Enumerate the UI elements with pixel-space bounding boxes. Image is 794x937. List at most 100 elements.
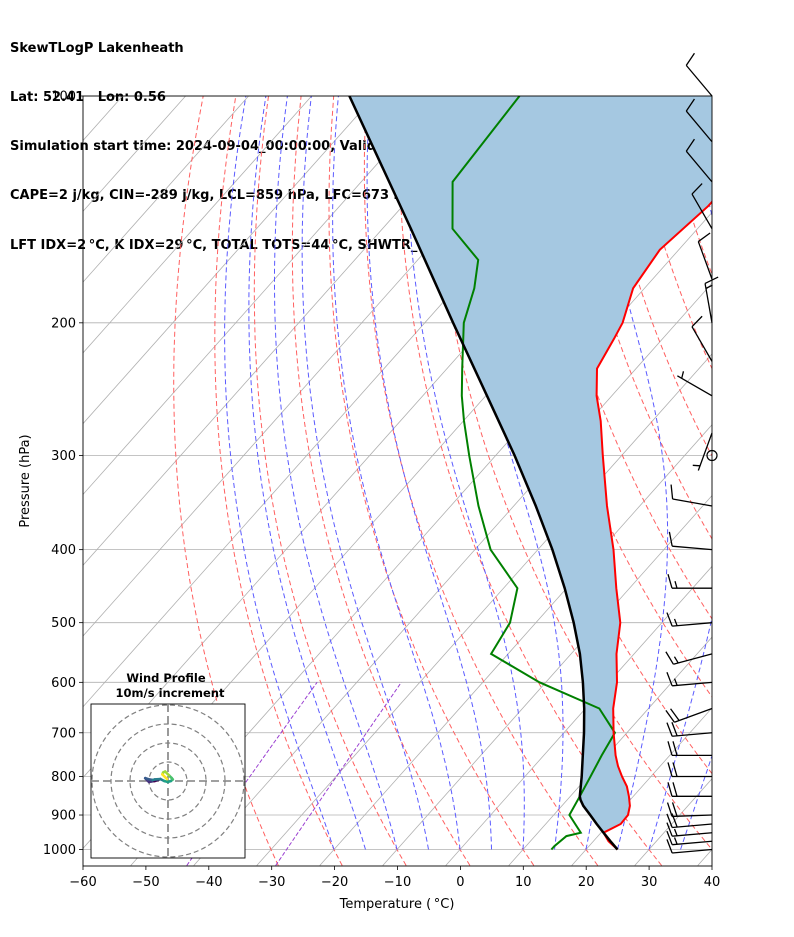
wind-barb	[665, 651, 713, 665]
moist-adiabat	[248, 96, 366, 850]
wind-barb	[691, 315, 713, 362]
moist-adiabat	[648, 96, 712, 850]
wind-barb	[666, 722, 713, 737]
wind-barb	[697, 232, 713, 280]
wind-barb	[665, 707, 713, 723]
moist-adiabat	[366, 96, 492, 850]
dry-adiabat	[253, 96, 407, 866]
moist-adiabat	[406, 96, 525, 850]
station-title: SkewTLogP Lakenheath	[10, 40, 184, 56]
wind-barb	[666, 671, 713, 687]
y-tick-label: 100	[51, 90, 76, 105]
moist-adiabat	[453, 96, 564, 850]
wind-barb	[666, 839, 713, 854]
wind-barb	[677, 371, 713, 397]
hodograph-subtitle: 10m/s increment	[116, 686, 225, 700]
x-tick-label: 10	[515, 875, 532, 890]
isotherm-line	[508, 636, 712, 866]
wind-barb	[667, 741, 712, 757]
x-tick-label: −20	[321, 875, 348, 890]
parcel-line	[348, 96, 619, 851]
dry-adiabat	[594, 96, 712, 457]
wind-barb	[666, 830, 713, 846]
wind-barb	[685, 98, 713, 143]
hodograph-ring	[91, 704, 245, 858]
moist-adiabat	[224, 96, 335, 850]
wind-barb	[685, 52, 713, 97]
cape-area-layer	[349, 96, 712, 850]
isotherm-line	[319, 424, 712, 866]
dry-adiabat	[291, 96, 471, 866]
isotherm-line	[83, 96, 375, 425]
wind-barb	[666, 813, 713, 829]
y-tick-label: 500	[51, 616, 76, 631]
x-tick-label: 30	[641, 875, 658, 890]
wind-barb	[692, 432, 713, 471]
isotherm-line	[83, 96, 312, 354]
wind-barb	[691, 183, 713, 230]
wind-barb	[668, 531, 713, 551]
dry-adiabat	[214, 96, 343, 866]
wind-barb	[685, 138, 713, 183]
y-axis-label: Pressure (hPa)	[18, 434, 33, 527]
x-tick-label: −60	[69, 875, 96, 890]
hodograph: Wind Profile 10m/s increment	[90, 671, 246, 859]
moist-adiabat	[301, 96, 429, 850]
y-tick-label: 200	[51, 316, 76, 331]
wind-barb	[667, 762, 712, 778]
x-tick-label: 40	[704, 875, 721, 890]
profile-layer	[348, 96, 712, 851]
x-ticks: −60 −50 −40 −30 −20 −10 0 10 20 30 40	[69, 866, 720, 890]
y-tick-label: 400	[51, 543, 76, 558]
dry-adiabat	[692, 96, 712, 171]
wind-barb	[706, 449, 718, 462]
x-tick-label: 0	[456, 875, 464, 890]
y-tick-label: 700	[51, 726, 76, 741]
x-tick-label: −40	[195, 875, 222, 890]
wind-barb	[666, 802, 713, 818]
moist-adiabat	[332, 96, 461, 850]
moist-adiabat	[711, 848, 712, 850]
wind-barb	[666, 612, 713, 627]
wind-barb	[670, 484, 713, 507]
x-tick-label: −50	[132, 875, 159, 890]
y-tick-label: 600	[51, 676, 76, 691]
isotherm-line	[83, 96, 249, 283]
temperature-line	[595, 200, 712, 851]
y-ticks: 100 200 300 400 500 600 700 800 900 1000	[43, 90, 83, 858]
wind-barb	[667, 782, 712, 797]
isotherm-line	[761, 96, 794, 865]
isotherm-line	[83, 96, 438, 496]
isotherm-line	[382, 494, 712, 866]
wind-barb	[667, 574, 712, 589]
y-tick-label: 900	[51, 809, 76, 824]
x-axis-label: Temperature ( °C)	[339, 897, 455, 912]
isotherm-line	[83, 96, 501, 566]
dry-adiabat	[725, 96, 794, 866]
y-tick-label: 300	[51, 449, 76, 464]
dry-adiabat	[328, 96, 535, 866]
dry-adiabat	[363, 96, 599, 866]
hodograph-title: Wind Profile	[126, 671, 206, 685]
wind-barb	[704, 276, 719, 323]
isotherm-line	[445, 565, 712, 866]
station-location: Lat: 52.41 Lon: 0.56	[10, 90, 166, 106]
dewpoint-line	[451, 96, 617, 851]
dry-adiabat	[529, 96, 712, 620]
isotherm-line	[571, 707, 712, 866]
x-tick-label: 20	[578, 875, 595, 890]
dry-adiabat	[173, 96, 279, 866]
moist-adiabat	[585, 96, 669, 850]
hodograph-segment	[163, 775, 169, 781]
x-tick-label: −30	[258, 875, 285, 890]
dry-adiabat	[791, 96, 794, 866]
mixing-ratio-line	[275, 682, 402, 866]
cape-area	[349, 96, 712, 850]
dry-adiabat	[758, 96, 794, 866]
wind-barb	[666, 822, 713, 837]
x-tick-label: −10	[384, 875, 411, 890]
y-tick-label: 1000	[43, 843, 76, 858]
y-tick-label: 800	[51, 770, 76, 785]
wind-barbs	[665, 52, 719, 854]
